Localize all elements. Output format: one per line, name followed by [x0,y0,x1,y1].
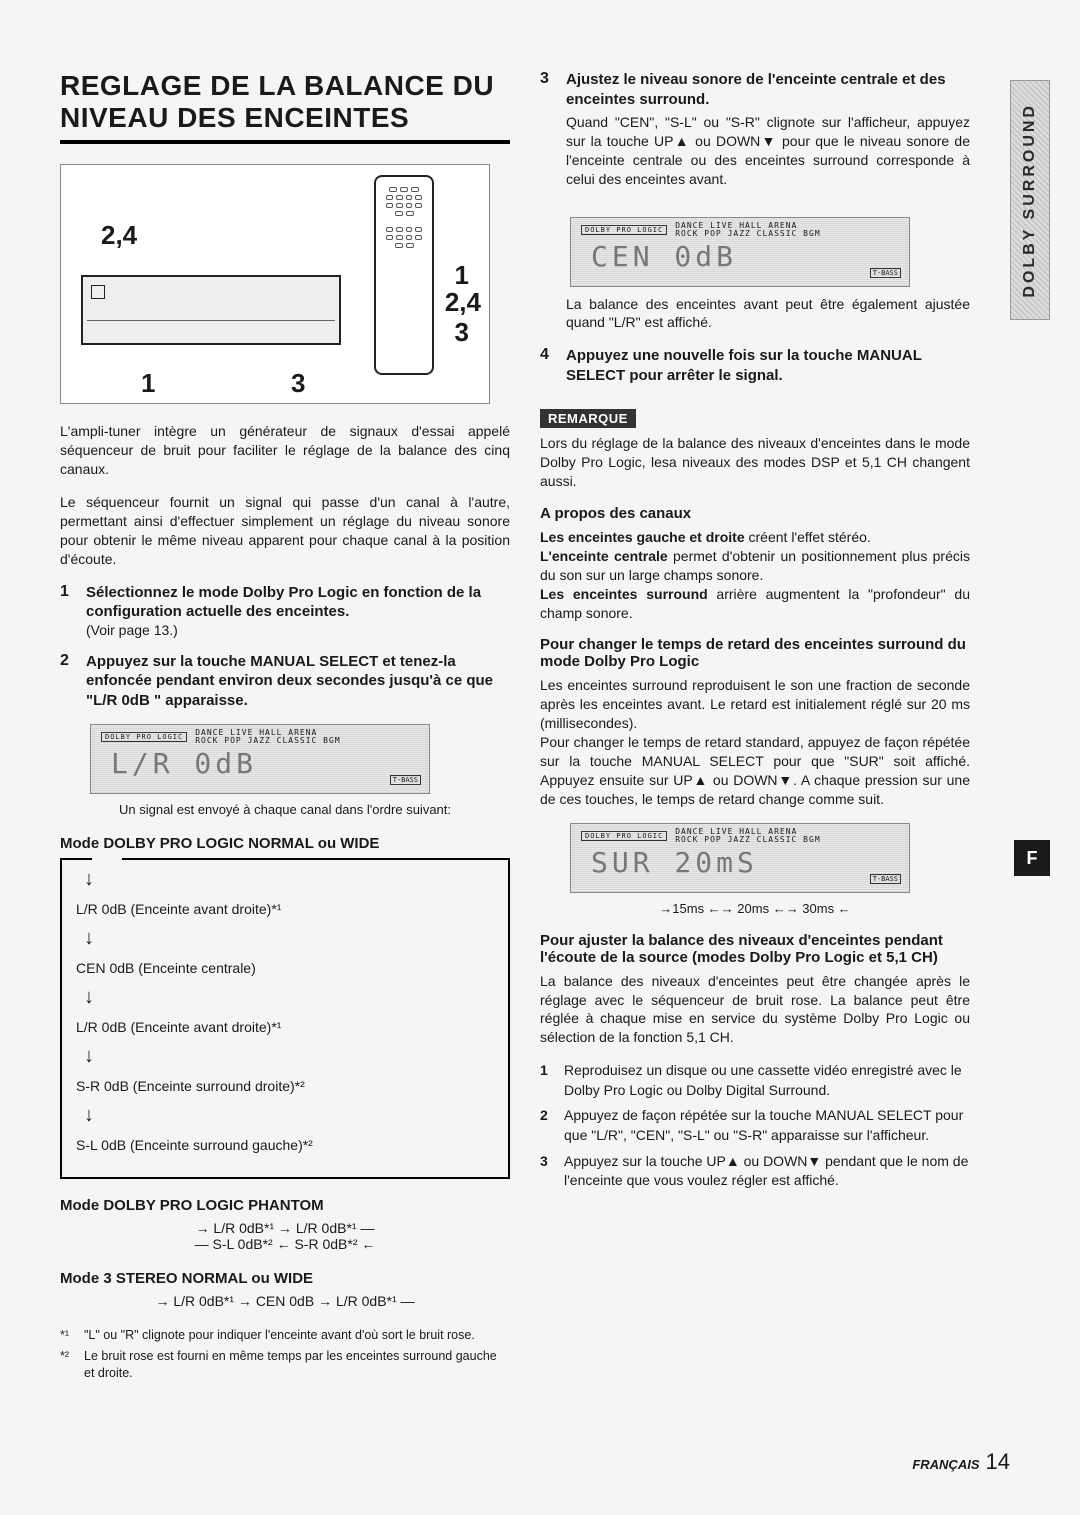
step-3-foot: La balance des enceintes avant peut être… [566,295,970,333]
canaux-l1b: créent l'effet stéréo. [745,529,871,545]
step-3-title: Ajustez le niveau sonore de l'enceinte c… [566,70,970,109]
lcd1-tbass: T-BASS [390,775,421,785]
remarque-label: REMARQUE [540,409,636,428]
step-1: 1 Sélectionnez le mode Dolby Pro Logic e… [60,583,510,638]
fn2-mark: *² [60,1348,78,1382]
page-lang: FRANÇAIS [912,1457,979,1472]
side-f-label: F [1027,848,1038,869]
step-3-body: Quand "CEN", "S-L" ou "S-R" clignote sur… [566,113,970,189]
flowA-title: Mode DOLBY PRO LOGIC NORMAL ou WIDE [60,835,510,852]
flowB-chain1: → L/R 0dB*¹ → L/R 0dB*¹ — [60,1220,510,1236]
lcd-display-3: DOLBY PRO LOGIC DANCE LIVE HALL ARENA RO… [570,823,910,893]
page-title: REGLAGE DE LA BALANCE DU NIVEAU DES ENCE… [60,70,510,144]
side-tab-label: DOLBY SURROUND [1021,103,1039,298]
lcd2-main: CEN 0dB [591,240,737,273]
step-4: 4 Appuyez une nouvelle fois sur la touch… [540,346,970,385]
retard-title: Pour changer le temps de retard des ence… [540,636,970,670]
flowA-item-4: S-L 0dB (Enceinte surround gauche)*² [76,1137,494,1153]
step-1-title: Sélectionnez le mode Dolby Pro Logic en … [86,583,510,622]
flowC-title: Mode 3 STEREO NORMAL ou WIDE [60,1270,510,1287]
side-tab-dolby: DOLBY SURROUND [1010,80,1050,320]
lcd2-logo: DOLBY PRO LOGIC [581,225,667,235]
intro-para-1: L'ampli-tuner intègre un générateur de s… [60,422,510,479]
li3-num: 3 [540,1152,554,1191]
page-num: 14 [986,1449,1010,1474]
equipment-diagram: 2,4 1 2,4 3 1 3 [60,164,490,404]
page-number: FRANÇAIS 14 [912,1449,1010,1475]
footnotes: *¹ "L" ou "R" clignote pour indiquer l'en… [60,1327,510,1382]
canaux-l1a: Les enceintes gauche et droite [540,529,745,545]
lcd3-tbass: T-BASS [870,874,901,884]
flowA-item-0: L/R 0dB (Enceinte avant droite)*¹ [76,901,494,917]
canaux-title: A propos des canaux [540,505,970,522]
fn2: Le bruit rose est fourni en même temps p… [84,1348,510,1382]
flowB-chain: → L/R 0dB*¹ → L/R 0dB*¹ — — S-L 0dB*² ← … [60,1220,510,1252]
step-3-num: 3 [540,70,556,203]
step-3: 3 Ajustez le niveau sonore de l'enceinte… [540,70,970,203]
flowA-box: L/R 0dB (Enceinte avant droite)*¹ CEN 0d… [60,858,510,1179]
fn1: "L" ou "R" clignote pour indiquer l'ence… [84,1327,475,1344]
li3: Appuyez sur la touche UP▲ ou DOWN▼ penda… [564,1152,970,1191]
ajuster-title: Pour ajuster la balance des niveaux d'en… [540,932,970,966]
canaux-body: Les enceintes gauche et droite créent l'… [540,528,970,622]
callout-3b: 3 [291,368,305,399]
step-2-num: 2 [60,652,76,711]
remote-illustration [374,175,434,375]
step-1-note: (Voir page 13.) [86,622,510,638]
lcd3-modes2: ROCK POP JAZZ CLASSIC BGM [675,836,820,844]
callout-24a: 2,4 [101,220,137,251]
lcd1-modes2: ROCK POP JAZZ CLASSIC BGM [195,737,340,745]
callout-24b: 2,4 [445,287,481,318]
canaux-l3a: Les enceintes surround [540,586,708,602]
adjust-list: 1 Reproduisez un disque ou une cassette v… [540,1061,970,1191]
li1: Reproduisez un disque ou une cassette vi… [564,1061,970,1100]
callout-3: 3 [455,317,469,348]
li1-num: 1 [540,1061,554,1100]
flowA-item-1: CEN 0dB (Enceinte centrale) [76,960,494,976]
flowA-item-3: S-R 0dB (Enceinte surround droite)*² [76,1078,494,1094]
callout-1b: 1 [141,368,155,399]
intro-para-2: Le séquenceur fournit un signal qui pass… [60,493,510,569]
li2-num: 2 [540,1106,554,1145]
lcd3-main: SUR 20mS [591,846,758,879]
lcd1-main: L/R 0dB [111,747,257,780]
lcd-display-1: DOLBY PRO LOGIC DANCE LIVE HALL ARENA RO… [90,724,430,794]
step-4-num: 4 [540,346,556,385]
step-2: 2 Appuyez sur la touche MANUAL SELECT et… [60,652,510,711]
flowB-chain2: — S-L 0dB*² ← S-R 0dB*² ← [60,1236,510,1252]
timing-cycle: →15ms ←→ 20ms ←→ 30ms ← [540,901,970,916]
lcd2-tbass: T-BASS [870,268,901,278]
flowC-chain1: → L/R 0dB*¹ → CEN 0dB → L/R 0dB*¹ — [60,1293,510,1309]
side-tab-f: F [1014,840,1050,876]
ajuster-body: La balance des niveaux d'enceintes peut … [540,972,970,1048]
lcd3-logo: DOLBY PRO LOGIC [581,831,667,841]
lcd2-modes2: ROCK POP JAZZ CLASSIC BGM [675,230,820,238]
retard-body: Les enceintes surround reproduisent le s… [540,676,970,808]
receiver-illustration [81,275,341,345]
step-2-title: Appuyez sur la touche MANUAL SELECT et t… [86,652,510,711]
canaux-l2a: L'enceinte centrale [540,548,668,564]
flowC-chain: → L/R 0dB*¹ → CEN 0dB → L/R 0dB*¹ — [60,1293,510,1309]
step-1-num: 1 [60,583,76,638]
fn1-mark: *¹ [60,1327,78,1344]
caption-1: Un signal est envoyé à chaque canal dans… [60,802,510,817]
flowA-item-2: L/R 0dB (Enceinte avant droite)*¹ [76,1019,494,1035]
li2: Appuyez de façon répétée sur la touche M… [564,1106,970,1145]
step-4-title: Appuyez une nouvelle fois sur la touche … [566,346,970,385]
remarque-body: Lors du réglage de la balance des niveau… [540,434,970,491]
lcd-display-2: DOLBY PRO LOGIC DANCE LIVE HALL ARENA RO… [570,217,910,287]
lcd1-logo: DOLBY PRO LOGIC [101,732,187,742]
flowB-title: Mode DOLBY PRO LOGIC PHANTOM [60,1197,510,1214]
